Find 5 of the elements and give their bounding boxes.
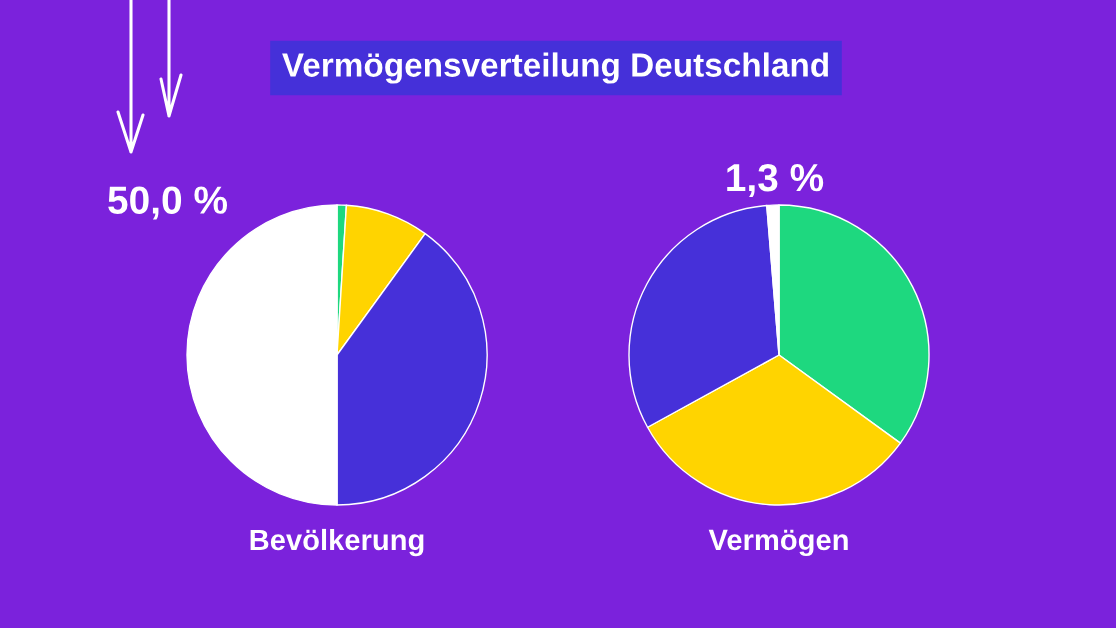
data-label: 50,0 % [108, 186, 228, 220]
data-label: 1,3 % [727, 163, 824, 198]
text: Vermögen [708, 529, 848, 557]
text: Vermögensverteilung Deutschland [282, 52, 828, 84]
text: Bevölkerung [250, 528, 424, 557]
